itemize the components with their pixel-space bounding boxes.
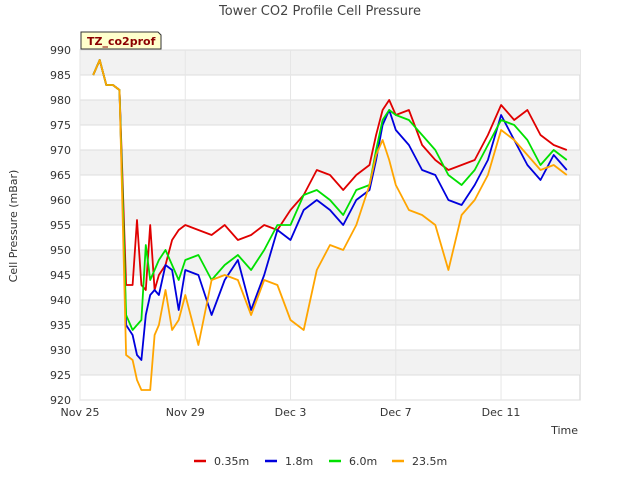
y-tick-label: 955 bbox=[50, 219, 71, 232]
plot-band bbox=[80, 200, 580, 225]
x-tick-label: Nov 29 bbox=[166, 406, 205, 419]
y-tick-label: 930 bbox=[50, 344, 71, 357]
annotation-box: TZ_co2prof bbox=[80, 31, 162, 50]
y-axis-ticks: 920 925 930 935 940 945 950 955 960 965 970 975 980 9… bbox=[50, 44, 71, 407]
annotation-label: TZ_co2prof bbox=[87, 35, 156, 48]
plot-band bbox=[80, 50, 580, 75]
y-tick-label: 950 bbox=[50, 244, 71, 257]
y-tick-label: 960 bbox=[50, 194, 71, 207]
y-tick-label: 990 bbox=[50, 44, 71, 57]
y-axis-label: Cell Pressure (mBar) bbox=[7, 170, 20, 283]
x-tick-label: Dec 7 bbox=[380, 406, 412, 419]
y-tick-label: 940 bbox=[50, 294, 71, 307]
series-line-0.35m bbox=[92, 59, 568, 291]
y-tick-label: 935 bbox=[50, 319, 71, 332]
series-line-6.0m bbox=[92, 59, 568, 331]
plot-band bbox=[80, 150, 580, 175]
plot-band bbox=[80, 300, 580, 325]
series-line-23.5m bbox=[92, 59, 568, 391]
y-tick-label: 945 bbox=[50, 269, 71, 282]
plot-band bbox=[80, 100, 580, 125]
x-axis-label: Time bbox=[550, 424, 578, 437]
y-tick-label: 985 bbox=[50, 69, 71, 82]
plot-band bbox=[80, 350, 580, 375]
y-tick-label: 925 bbox=[50, 369, 71, 382]
x-axis-ticks: Nov 25 Nov 29 Dec 3 Dec 7 Dec 11 bbox=[61, 406, 521, 419]
y-tick-label: 965 bbox=[50, 169, 71, 182]
legend: 0.35m 1.8m 6.0m 23.5m bbox=[194, 455, 447, 468]
legend-label: 0.35m bbox=[214, 455, 249, 468]
y-tick-label: 920 bbox=[50, 394, 71, 407]
x-tick-label: Nov 25 bbox=[61, 406, 100, 419]
legend-label: 6.0m bbox=[349, 455, 377, 468]
series-line-1.8m bbox=[92, 59, 568, 361]
chart-title: Tower CO2 Profile Cell Pressure bbox=[218, 4, 421, 19]
y-tick-label: 975 bbox=[50, 119, 71, 132]
y-tick-label: 980 bbox=[50, 94, 71, 107]
legend-label: 23.5m bbox=[412, 455, 447, 468]
x-tick-label: Dec 11 bbox=[482, 406, 521, 419]
legend-label: 1.8m bbox=[285, 455, 313, 468]
x-tick-label: Dec 3 bbox=[275, 406, 307, 419]
y-tick-label: 970 bbox=[50, 144, 71, 157]
series-lines bbox=[92, 59, 568, 391]
